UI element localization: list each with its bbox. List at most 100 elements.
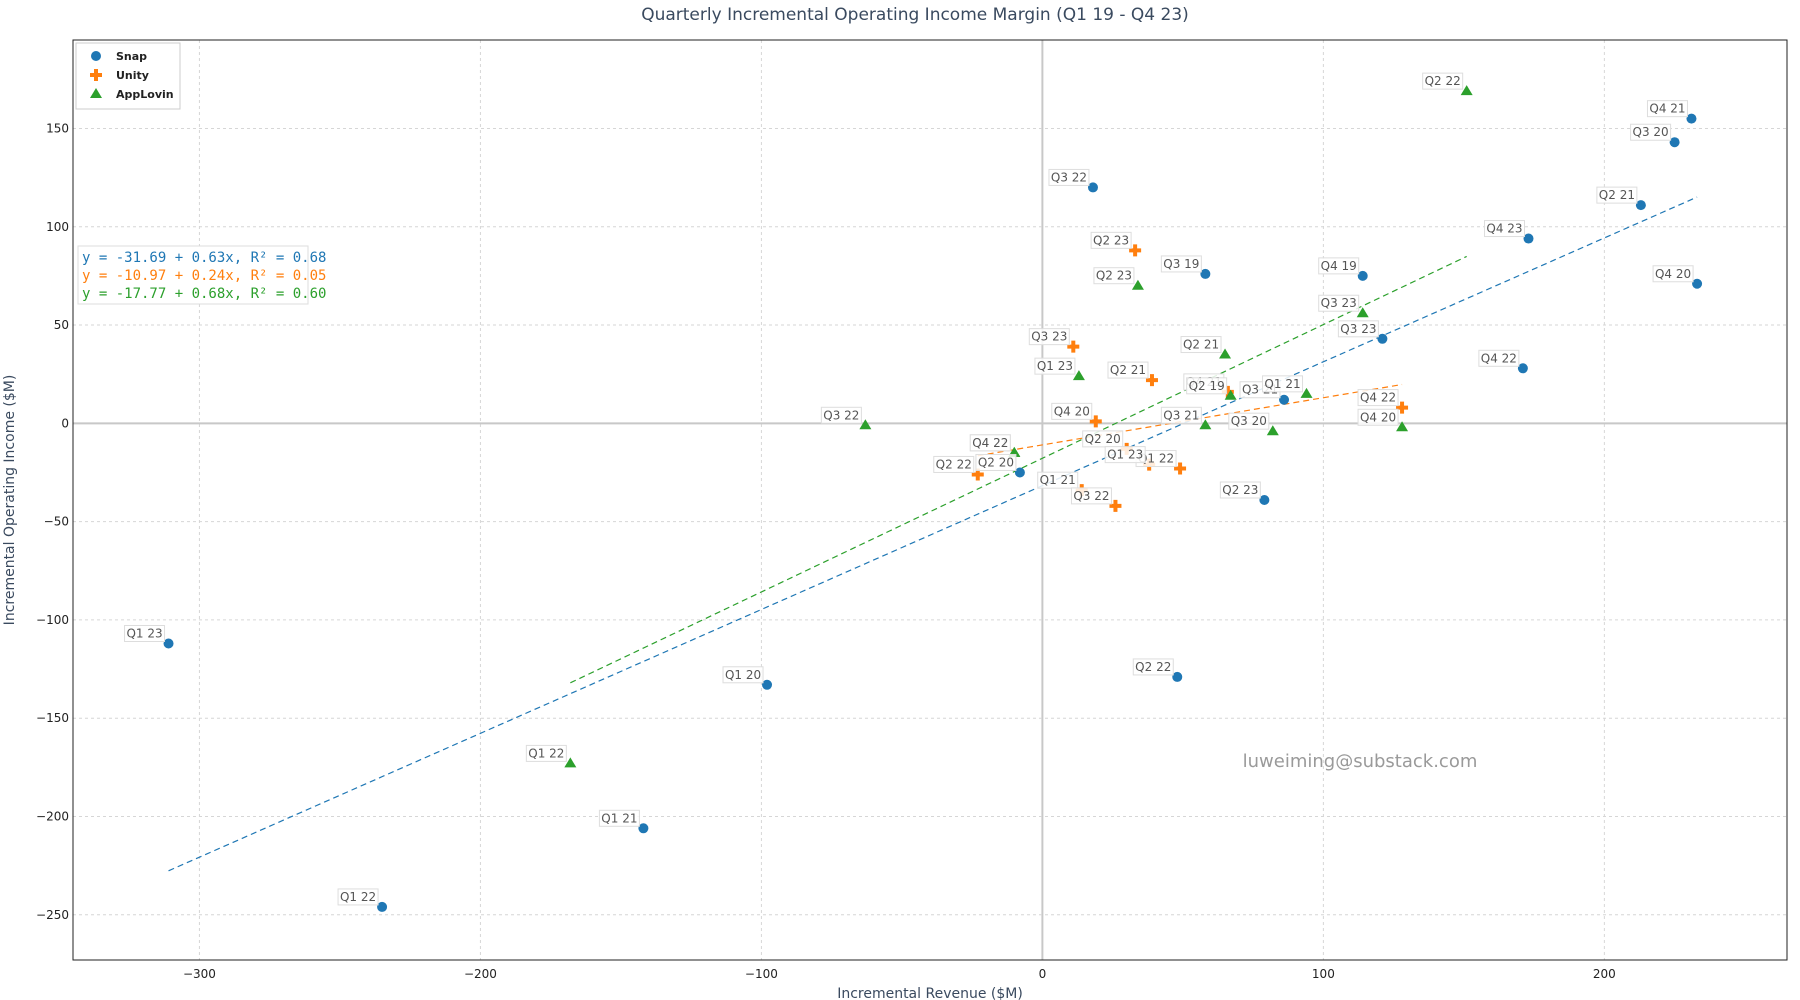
snap-point — [1357, 270, 1368, 281]
x-tick-label: 0 — [1039, 967, 1047, 981]
applovin-point-label: Q4 20 — [1357, 408, 1399, 426]
snap-point — [1279, 394, 1290, 405]
snap-point-label: Q3 20 — [1630, 123, 1672, 141]
trend-line-snap — [168, 196, 1698, 872]
plot-frame — [72, 39, 1788, 961]
applovin-point — [1460, 85, 1473, 96]
svg-text:Q1 20: Q1 20 — [725, 668, 761, 682]
snap-point — [1014, 467, 1025, 478]
snap-point — [762, 679, 773, 690]
svg-text:Q3 23: Q3 23 — [1340, 322, 1376, 336]
trend-equation-snap: y = -31.69 + 0.63x, R² = 0.68 — [82, 250, 326, 266]
snap-point-label: Q2 21 — [1596, 186, 1638, 204]
unity-point-label: Q1 23 — [1104, 446, 1146, 464]
svg-text:Q1 23: Q1 23 — [1107, 448, 1143, 462]
legend-marker-applovin — [90, 88, 102, 98]
y-tick-label: −50 — [44, 515, 69, 529]
snap-point-label: Q3 19 — [1160, 255, 1202, 273]
svg-text:Q4 20: Q4 20 — [1655, 267, 1691, 281]
svg-text:Q3 19: Q3 19 — [1163, 257, 1199, 271]
svg-text:Q2 23: Q2 23 — [1222, 483, 1258, 497]
applovin-point-label: Q2 19 — [1186, 377, 1228, 395]
applovin-point — [1356, 307, 1369, 318]
applovin-point — [564, 757, 577, 768]
applovin-point — [1219, 348, 1232, 359]
snap-point — [1087, 182, 1098, 193]
unity-point — [971, 468, 984, 481]
applovin-point-label: Q4 22 — [969, 434, 1011, 452]
y-tick-label: −150 — [36, 711, 69, 725]
snap-point — [377, 901, 388, 912]
unity-point-label: Q3 22 — [1070, 487, 1112, 505]
y-tick-label: −200 — [36, 809, 69, 823]
snap-point — [1200, 268, 1211, 279]
y-axis-ticks: −250 −200 −150 −100 −50 0 50 100 150 — [36, 121, 69, 921]
applovin-point-label: Q1 22 — [525, 744, 567, 762]
svg-text:Q3 22: Q3 22 — [1051, 170, 1087, 184]
data-points — [163, 85, 1703, 912]
applovin-point-label: Q2 21 — [1180, 336, 1222, 354]
svg-text:Q3 23: Q3 23 — [1321, 296, 1357, 310]
svg-text:Q2 21: Q2 21 — [1110, 363, 1146, 377]
applovin-point-label: Q1 21 — [1262, 375, 1304, 393]
unity-point — [1067, 340, 1080, 353]
svg-text:Q1 22: Q1 22 — [340, 890, 376, 904]
x-tick-label: −100 — [745, 967, 778, 981]
unity-point-label: Q3 23 — [1028, 328, 1070, 346]
snap-point — [1523, 233, 1534, 244]
applovin-point — [1396, 421, 1409, 432]
snap-point — [1517, 363, 1528, 374]
snap-point — [1686, 113, 1697, 124]
trend-line-applovin — [570, 255, 1467, 684]
applovin-point-label: Q3 21 — [1160, 406, 1202, 424]
svg-text:Q3 20: Q3 20 — [1231, 414, 1267, 428]
unity-point-label: Q2 20 — [1082, 430, 1124, 448]
snap-point-label: Q3 23 — [1337, 320, 1379, 338]
svg-text:Q1 23: Q1 23 — [1037, 359, 1073, 373]
snap-point-label: Q4 20 — [1652, 265, 1694, 283]
legend-label: AppLovin — [116, 88, 174, 101]
unity-point-label: Q1 21 — [1037, 471, 1079, 489]
trend-equation-applovin: y = -17.77 + 0.68x, R² = 0.60 — [82, 286, 326, 302]
applovin-point — [859, 419, 872, 430]
y-tick-label: 150 — [46, 121, 69, 135]
svg-text:Q3 21: Q3 21 — [1163, 408, 1199, 422]
svg-text:Q2 19: Q2 19 — [1189, 379, 1225, 393]
snap-point-label: Q4 21 — [1646, 100, 1688, 118]
unity-point — [1174, 462, 1187, 475]
snap-point — [1377, 333, 1388, 344]
unity-point — [1145, 374, 1158, 387]
legend-item-snap[interactable]: Snap — [91, 50, 147, 63]
legend-label: Snap — [116, 50, 147, 63]
svg-text:Q2 22: Q2 22 — [1135, 660, 1171, 674]
svg-text:Q2 21: Q2 21 — [1599, 188, 1635, 202]
legend-marker-unity — [90, 69, 102, 81]
applovin-point — [1300, 387, 1313, 398]
snap-point-label: Q1 21 — [598, 809, 640, 827]
x-tick-label: 100 — [1312, 967, 1335, 981]
snap-point — [1669, 137, 1680, 148]
applovin-point-label: Q2 22 — [1422, 72, 1464, 90]
unity-point — [1396, 401, 1409, 414]
applovin-point-label: Q3 23 — [1318, 294, 1360, 312]
snap-point-label: Q2 20 — [975, 453, 1017, 471]
svg-text:Q2 22: Q2 22 — [936, 457, 972, 471]
legend[interactable]: Snap Unity AppLovin — [75, 42, 181, 110]
svg-text:Q4 20: Q4 20 — [1360, 410, 1396, 424]
y-tick-label: −250 — [36, 908, 69, 922]
y-axis-title: Incremental Operating Income ($M) — [2, 375, 18, 626]
snap-point-label: Q2 23 — [1219, 481, 1261, 499]
point-labels: Q3 19 Q4 19 Q1 20 Q2 20 Q3 20 Q4 20 Q1 21 Q2 21… — [124, 72, 1694, 906]
svg-text:Q1 22: Q1 22 — [1138, 452, 1174, 466]
applovin-point-label: Q3 22 — [820, 406, 862, 424]
snap-point — [1172, 671, 1183, 682]
legend-item-applovin[interactable]: AppLovin — [90, 88, 174, 101]
applovin-point-label: Q3 20 — [1228, 412, 1270, 430]
applovin-point — [1266, 425, 1279, 436]
legend-item-unity[interactable]: Unity — [90, 69, 149, 82]
svg-text:Q2 23: Q2 23 — [1093, 233, 1129, 247]
unity-point-label: Q2 21 — [1107, 361, 1149, 379]
snap-point-label: Q3 22 — [1048, 168, 1090, 186]
svg-text:Q3 20: Q3 20 — [1633, 125, 1669, 139]
